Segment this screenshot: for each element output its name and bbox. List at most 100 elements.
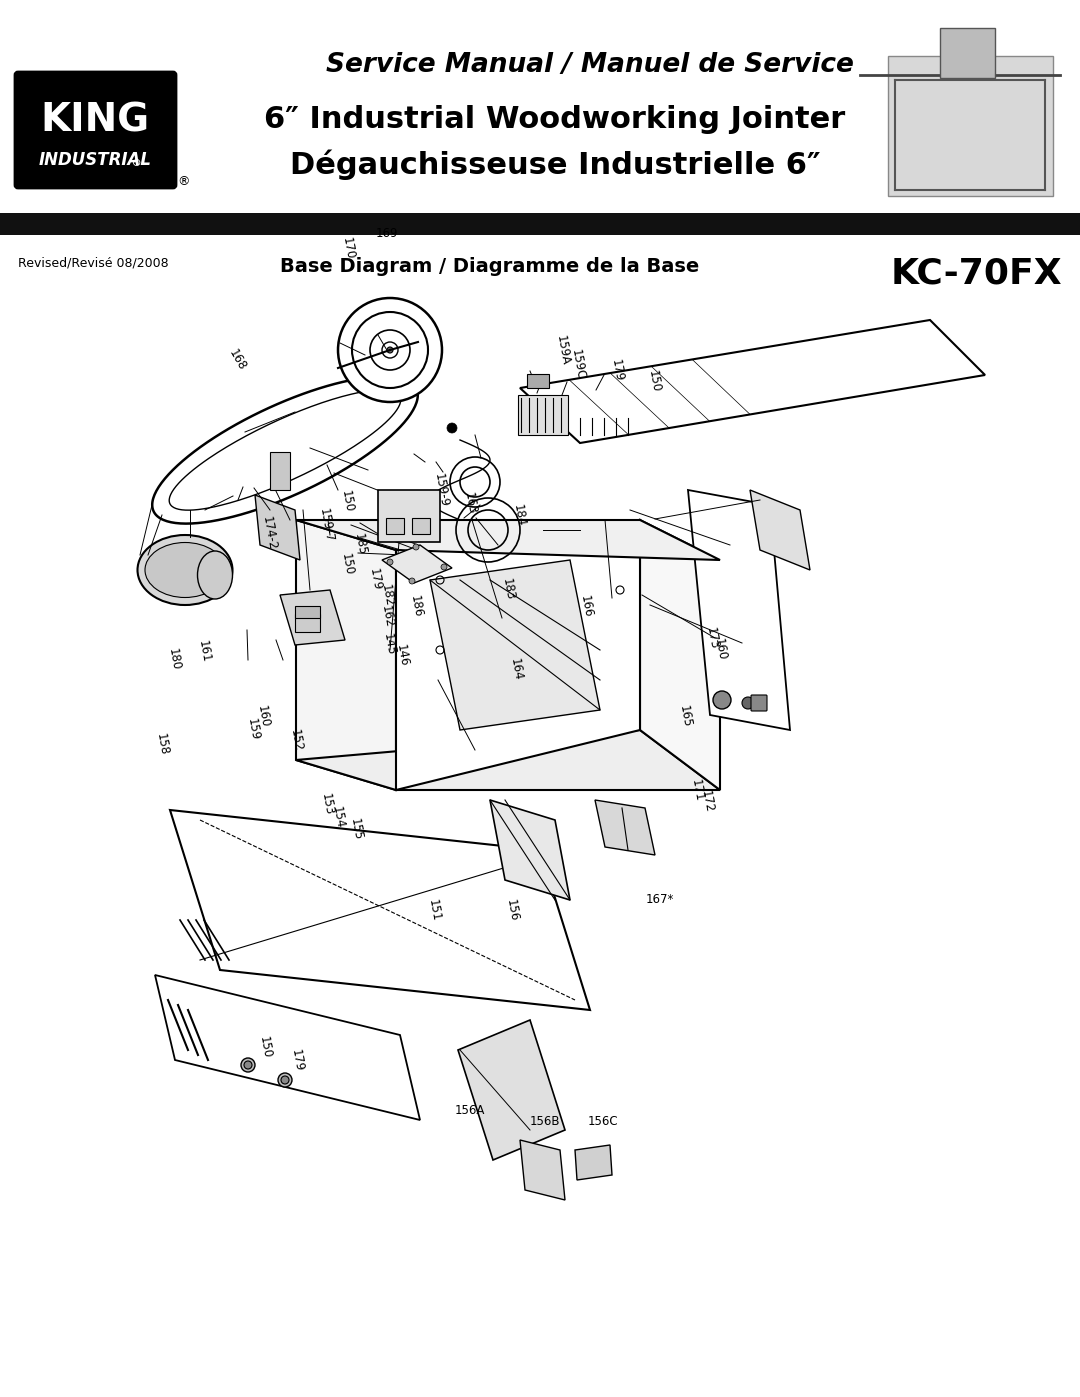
Bar	[270, 453, 291, 490]
Text: Base Diagram / Diagramme de la Base: Base Diagram / Diagramme de la Base	[281, 257, 700, 277]
Text: 171: 171	[688, 778, 705, 803]
Ellipse shape	[198, 550, 232, 599]
Text: 159-7: 159-7	[316, 507, 336, 543]
Ellipse shape	[137, 535, 232, 605]
Text: 154: 154	[329, 805, 347, 830]
Text: 146: 146	[393, 643, 410, 668]
Circle shape	[370, 330, 410, 370]
Bar	[0, 212, 1080, 235]
Polygon shape	[490, 800, 570, 900]
Text: 156A: 156A	[455, 1104, 485, 1118]
Text: ⊙: ⊙	[133, 158, 141, 168]
Text: 159C: 159C	[569, 348, 586, 381]
Text: 179: 179	[608, 358, 625, 383]
Text: 160: 160	[255, 704, 272, 729]
Polygon shape	[688, 490, 789, 731]
Text: 150: 150	[256, 1035, 273, 1060]
Text: 185: 185	[351, 532, 368, 557]
Circle shape	[281, 1076, 289, 1084]
Polygon shape	[296, 520, 720, 560]
Text: 186: 186	[407, 594, 424, 619]
Polygon shape	[280, 590, 345, 645]
Circle shape	[352, 312, 428, 388]
Bar	[888, 56, 1053, 196]
Text: 160: 160	[712, 637, 729, 662]
Bar	[0, 0, 1080, 215]
Text: 164: 164	[508, 657, 525, 682]
Text: 158: 158	[153, 732, 171, 757]
Text: 152: 152	[287, 728, 305, 753]
Text: 162: 162	[378, 604, 395, 629]
Text: 145: 145	[380, 631, 397, 657]
Circle shape	[338, 298, 442, 402]
Text: Revised/Revisé 08/2008: Revised/Revisé 08/2008	[18, 257, 168, 270]
Polygon shape	[640, 520, 720, 789]
Text: 163: 163	[461, 490, 478, 515]
Bar	[940, 28, 995, 78]
Circle shape	[387, 559, 393, 564]
Text: 150: 150	[338, 489, 355, 514]
Text: KING: KING	[40, 101, 149, 138]
Text: 161: 161	[195, 638, 213, 664]
Bar	[411, 518, 430, 534]
Text: 156C: 156C	[588, 1115, 618, 1129]
FancyBboxPatch shape	[15, 73, 176, 189]
Text: 184: 184	[511, 503, 528, 528]
Polygon shape	[170, 810, 590, 1010]
Bar	[295, 606, 320, 617]
Text: KC-70FX: KC-70FX	[890, 257, 1062, 291]
Text: INDUSTRIAL: INDUSTRIAL	[39, 151, 151, 169]
Polygon shape	[575, 1146, 612, 1180]
Circle shape	[387, 346, 393, 353]
Text: 167*: 167*	[646, 893, 674, 907]
Circle shape	[244, 1060, 252, 1069]
Text: 170: 170	[339, 236, 356, 261]
Text: 182: 182	[378, 583, 395, 608]
Circle shape	[409, 578, 415, 584]
Polygon shape	[430, 560, 600, 731]
Text: 183: 183	[499, 577, 516, 602]
Text: Dégauchisseuse Industrielle 6″: Dégauchisseuse Industrielle 6″	[289, 149, 821, 180]
Text: 153: 153	[319, 792, 336, 817]
Text: 155: 155	[348, 817, 365, 842]
Circle shape	[713, 692, 731, 710]
Circle shape	[241, 1058, 255, 1071]
Text: 172: 172	[699, 789, 716, 814]
Polygon shape	[255, 495, 300, 560]
Polygon shape	[595, 800, 654, 855]
Text: 173: 173	[703, 626, 720, 651]
Text: 166: 166	[578, 594, 595, 619]
Text: 168: 168	[227, 348, 248, 373]
Bar	[527, 374, 549, 388]
Polygon shape	[458, 1020, 565, 1160]
Text: 159: 159	[244, 717, 261, 742]
Polygon shape	[296, 731, 720, 789]
Text: 179: 179	[366, 567, 383, 592]
Bar	[378, 490, 440, 542]
Text: 150: 150	[646, 369, 663, 394]
Text: 159A: 159A	[554, 334, 571, 367]
Text: 150: 150	[338, 552, 355, 577]
Polygon shape	[519, 320, 985, 443]
Text: 156B: 156B	[530, 1115, 561, 1129]
Polygon shape	[382, 545, 453, 583]
Circle shape	[278, 1073, 292, 1087]
Polygon shape	[518, 395, 568, 434]
Polygon shape	[750, 490, 810, 570]
Text: 151: 151	[426, 898, 443, 923]
Text: 180: 180	[165, 647, 183, 672]
Text: 174-2: 174-2	[259, 515, 279, 552]
Text: 179: 179	[288, 1048, 306, 1073]
Polygon shape	[296, 520, 396, 789]
Circle shape	[441, 564, 447, 570]
Text: 156: 156	[503, 898, 521, 923]
Text: 165: 165	[676, 704, 693, 729]
Text: ®: ®	[177, 175, 189, 189]
Text: 6″ Industrial Woodworking Jointer: 6″ Industrial Woodworking Jointer	[265, 106, 846, 134]
Polygon shape	[396, 520, 640, 789]
Text: 159-9: 159-9	[431, 472, 450, 509]
Polygon shape	[156, 975, 420, 1120]
Ellipse shape	[145, 542, 225, 598]
Text: Service Manual / Manuel de Service: Service Manual / Manuel de Service	[326, 52, 854, 78]
Bar	[386, 518, 404, 534]
